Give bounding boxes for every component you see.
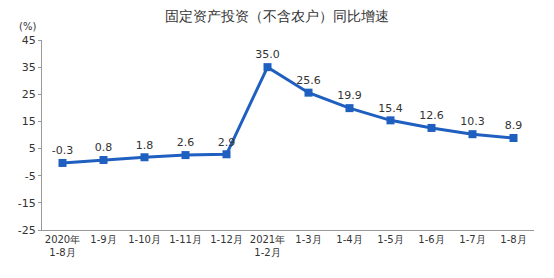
- svg-text:35: 35: [22, 61, 36, 74]
- svg-text:25: 25: [22, 88, 36, 101]
- svg-text:-15: -15: [18, 197, 36, 210]
- svg-text:10.3: 10.3: [460, 115, 485, 128]
- svg-text:2021年1-2月: 2021年1-2月: [250, 234, 285, 258]
- svg-text:1-11月: 1-11月: [169, 234, 202, 245]
- svg-text:-0.3: -0.3: [52, 144, 73, 157]
- svg-text:1-10月: 1-10月: [128, 234, 161, 245]
- svg-text:15: 15: [22, 115, 36, 128]
- svg-text:25.6: 25.6: [296, 74, 321, 87]
- svg-text:2020年1-8月: 2020年1-8月: [45, 234, 80, 258]
- svg-text:1-3月: 1-3月: [295, 234, 321, 245]
- svg-text:1-12月: 1-12月: [210, 234, 243, 245]
- svg-text:-5: -5: [25, 170, 36, 183]
- svg-text:1-4月: 1-4月: [336, 234, 362, 245]
- svg-text:12.6: 12.6: [419, 109, 444, 122]
- svg-text:35.0: 35.0: [255, 48, 280, 61]
- svg-text:45: 45: [22, 34, 36, 47]
- svg-text:1-5月: 1-5月: [377, 234, 403, 245]
- svg-text:1-7月: 1-7月: [459, 234, 485, 245]
- svg-text:8.9: 8.9: [505, 119, 523, 132]
- svg-text:1-6月: 1-6月: [418, 234, 444, 245]
- svg-text:1-8月: 1-8月: [500, 234, 526, 245]
- svg-text:1.8: 1.8: [136, 139, 154, 152]
- svg-text:2.9: 2.9: [218, 136, 236, 149]
- svg-text:15.4: 15.4: [378, 102, 403, 115]
- svg-text:19.9: 19.9: [337, 89, 362, 102]
- svg-text:-25: -25: [18, 224, 36, 237]
- svg-text:(%): (%): [19, 21, 36, 32]
- svg-text:0.8: 0.8: [95, 141, 113, 154]
- svg-text:固定资产投资（不含农户）同比增速: 固定资产投资（不含农户）同比增速: [165, 8, 389, 24]
- svg-text:2.6: 2.6: [177, 136, 195, 149]
- svg-text:5: 5: [29, 142, 36, 155]
- svg-text:1-9月: 1-9月: [90, 234, 116, 245]
